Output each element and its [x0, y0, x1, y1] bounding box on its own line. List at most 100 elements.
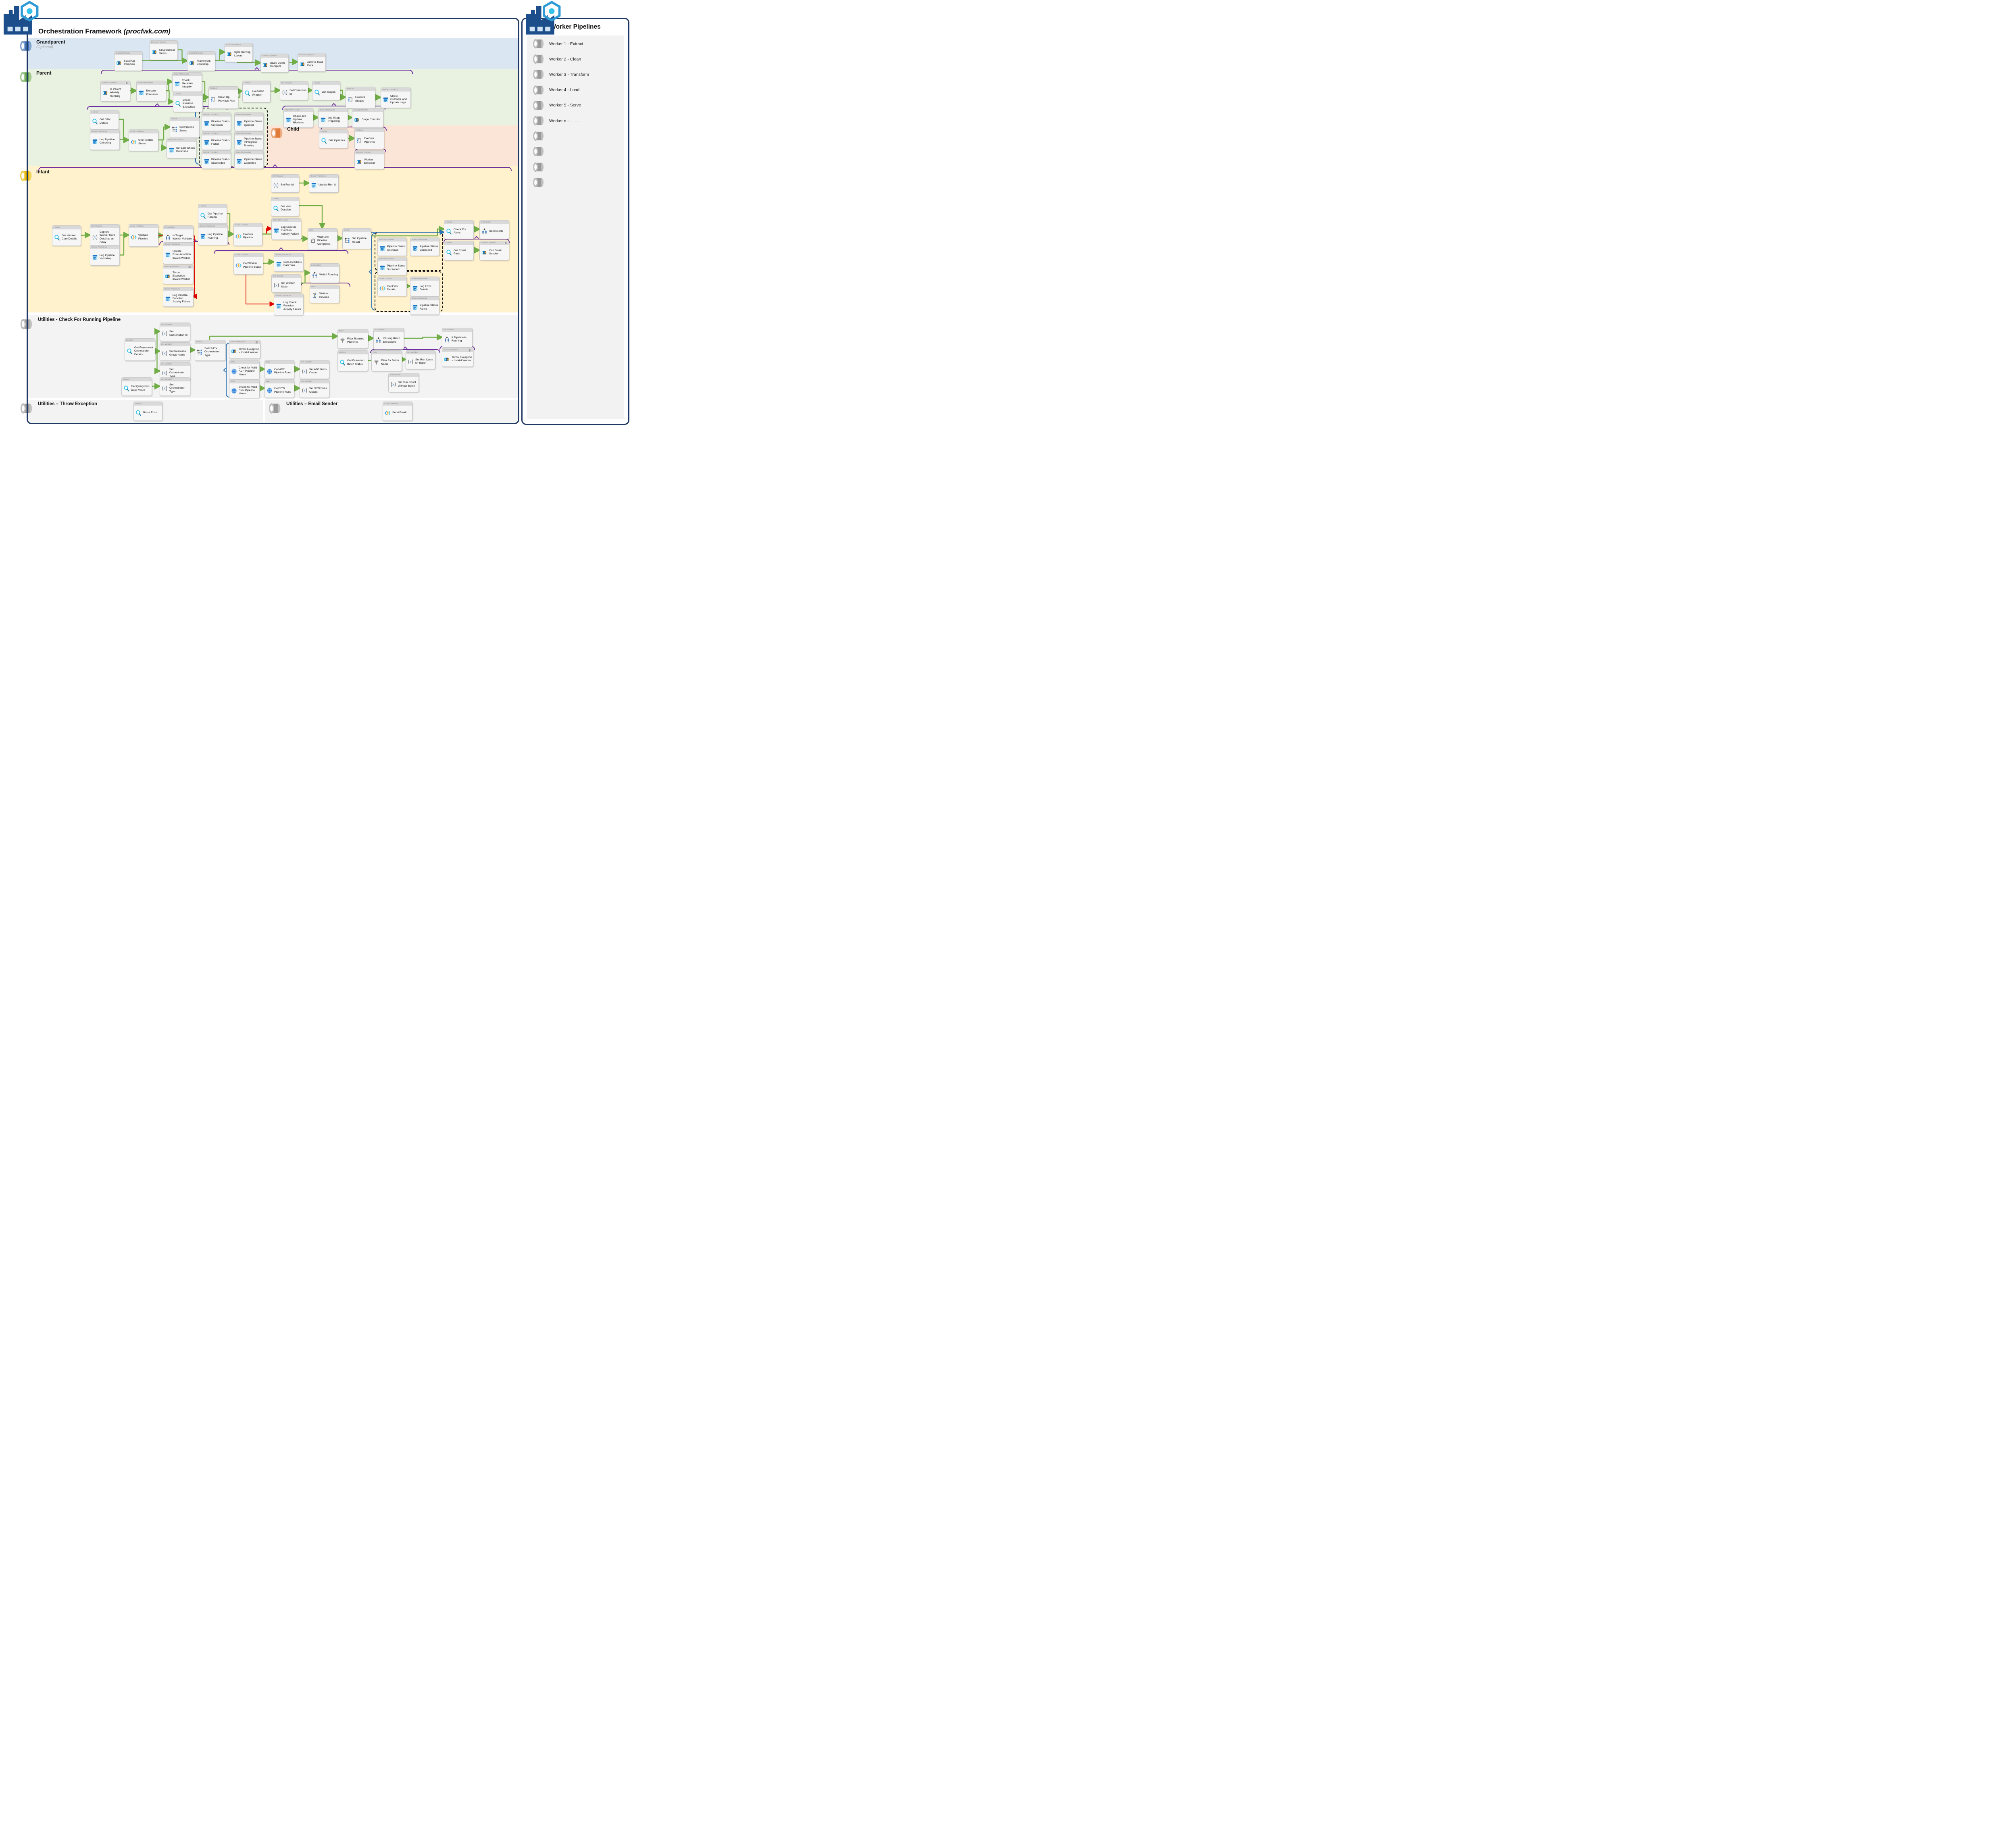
activity-label: Is Parent Already Running [110, 88, 121, 98]
lookup-icon [321, 137, 327, 144]
lookup-icon [446, 228, 452, 235]
log-execute-function-activity-failure: Stored Procedure Log Execute Function Act… [271, 218, 301, 240]
framework-bootstrap: Execute Pipeline Framework Bootstrap [187, 51, 215, 71]
storedproc-icon [138, 90, 145, 96]
lookup-icon [54, 234, 60, 241]
worker-panel-title: Worker Pipelines [550, 23, 601, 30]
activity-label: Update Execution With Invalid Worker [173, 250, 191, 260]
activity-type-header: Stored Procedure [163, 287, 193, 291]
activity-label: Capture Worker Core Detail as an Array [100, 231, 115, 244]
activity-type-label: Lookup [446, 221, 452, 223]
set-last-check-datetime-parent: Stored Procedure Set Last Check DateTime [167, 138, 196, 158]
purple-brace [214, 250, 348, 254]
activity-label: Filter Running Pipelines [347, 337, 364, 343]
activity-type-header: Set Variable [271, 175, 299, 178]
activity-label: Set Worker State [281, 282, 295, 288]
activity-type-label: Execute Pipeline [262, 55, 277, 57]
activity-label: Log Error Details [420, 285, 431, 291]
activity-type-header: Set Variable [300, 360, 329, 364]
check-for-alerts: Lookup Check For Alerts [444, 220, 474, 239]
referenced-pipeline-icon [187, 265, 192, 269]
activity-type-label: Lookup [244, 82, 251, 84]
get-adf-pipeline-runs: Web Get ADF Pipeline Runs [264, 360, 294, 379]
worker-item-label: Worker n - .......... [549, 118, 582, 123]
activity-type-header: Stored Procedure [90, 130, 119, 133]
wait-if-running: If Condition Wait If Running [310, 263, 339, 283]
pipeline-icon [262, 62, 269, 69]
activity-label: Get Pipelines [329, 139, 345, 142]
activity-type-header: Set Variable [160, 343, 190, 346]
activity-type-label: Web [266, 361, 270, 363]
set-worker-state: Set Variable Set Worker State [271, 274, 301, 293]
activity-type-header: Filter [372, 351, 402, 354]
worker-item-label: Worker 3 - Transform [549, 72, 589, 77]
worker-list-item [531, 145, 549, 158]
activity-type-header: Execute Pipeline [298, 53, 325, 57]
activity-label: Check For Alerts [454, 228, 467, 234]
activity-label: Raise Error [143, 411, 157, 414]
activity-label: Set Run Id [281, 183, 294, 187]
activity-type-header: ForEach [209, 87, 238, 90]
section-label-grandparent: Grandparent (Optional) [19, 39, 65, 53]
activity-type-label: Lookup [273, 198, 279, 200]
activity-label: If Using Batch Executions [383, 337, 400, 343]
activity-type-header: Web [229, 360, 259, 364]
activity-label: Set SYN Runs Output [309, 387, 327, 393]
activity-type-label: Stored Procedure [379, 258, 395, 260]
get-spn-details: Lookup Get SPN Details [90, 110, 119, 129]
section-label-child: Child [269, 126, 299, 140]
storedproc-icon [412, 285, 419, 292]
activity-label: Pipeline Status Suceeded [387, 264, 406, 271]
activity-type-label: Execute Pipeline [165, 266, 179, 268]
activity-type-label: Execute Pipeline [226, 44, 241, 46]
check-and-update-blockers: Stored Procedure Check and Update Blocker… [283, 108, 313, 128]
pipe-icon [19, 169, 34, 183]
update-run-id: Stored Procedure Update Run Id [309, 174, 339, 193]
referenced-pipeline-icon [254, 341, 259, 344]
worker-list-item [531, 176, 549, 189]
storedproc-icon [200, 233, 206, 240]
activity-type-header: Web [265, 380, 294, 383]
storedproc-icon [310, 182, 317, 189]
get-wait-duration: Lookup Get Wait Duration [271, 197, 299, 216]
activity-type-label: Set Variable [161, 343, 172, 346]
wait-until-pipeline-completes: Until Wait Until Pipeline Completes [308, 228, 337, 250]
activity-type-label: Lookup [92, 111, 98, 113]
section-label-infant: Infant [19, 169, 50, 183]
activity-label: Check for Valid SYN Pipeline Name [239, 385, 257, 395]
pipe-icon [19, 70, 34, 84]
activity-label: Pipeline Status Succeeded [211, 158, 230, 164]
section-label-utilities-email: Utilities – Email Sender [266, 402, 337, 415]
set-run-id: Set Variable Set Run Id [271, 174, 299, 193]
activity-label: Execute Stages [355, 96, 365, 102]
activity-type-label: Execute Pipeline [354, 109, 369, 111]
activity-type-header: If Condition [480, 221, 509, 224]
activity-label: Log Stage Preparing [328, 116, 340, 123]
activity-type-header: Web [265, 360, 294, 364]
activity-label: Set Execution Id [289, 89, 306, 96]
activity-label: Execute Pipeline [243, 233, 253, 239]
activity-type-header: Lookup [125, 339, 155, 342]
activity-type-label: Web [266, 381, 270, 383]
pipeline-status-suceeded-infant: Stored Procedure Pipeline Status Suceeded [377, 257, 407, 275]
pipe-icon [19, 39, 34, 53]
activity-type-header: Lookup [173, 92, 202, 96]
activity-label: Send Alerts [489, 229, 503, 233]
activity-label: Get Email Parts [454, 249, 466, 255]
wait-icon [311, 292, 318, 299]
activity-type-label: Execute Pipeline [444, 349, 458, 351]
activity-label: Set Subscription Id [169, 330, 187, 337]
log-check-function-activity-failure: Stored Procedure Log Check Function Activ… [274, 294, 304, 315]
activity-label: Stage Executor [362, 118, 381, 121]
activity-label: Set Pipeline Result [352, 237, 367, 244]
activity-label: Pipeline Status InProgress - Running [244, 137, 262, 147]
activity-type-header: Switch [170, 117, 199, 121]
activity-label: Get Stages [322, 91, 336, 94]
activity-type-label: Execute Pipeline [299, 54, 314, 56]
activity-type-label: Set Variable [161, 363, 172, 365]
activity-type-header: Stored Procedure [167, 138, 196, 142]
setvar-icon [281, 89, 288, 96]
activity-label: Archive Cold Data [307, 60, 323, 67]
ifcond-icon [444, 336, 450, 343]
activity-type-header: Set Variable [160, 323, 190, 327]
